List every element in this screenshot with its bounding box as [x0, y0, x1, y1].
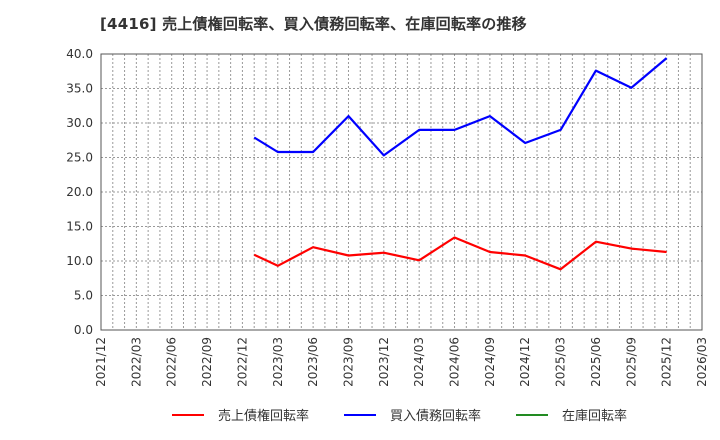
legend-item-payables[interactable]: 買入債務回転率 [344, 405, 481, 424]
x-tick-label: 2023/12 [377, 337, 391, 387]
x-tick-label: 2025/12 [660, 337, 674, 387]
y-axis: 0.0 5.0 10.0 15.0 20.0 25.0 30.0 35.0 40.0 [66, 47, 93, 337]
x-tick-label: 2024/12 [518, 337, 532, 387]
legend: 売上債権回転率 買入債務回転率 在庫回転率 [0, 405, 720, 427]
y-tick-label: 5.0 [74, 289, 93, 303]
legend-label: 在庫回転率 [562, 409, 628, 424]
series-line [253, 236, 667, 271]
plot-area-border [100, 53, 703, 331]
x-tick-label: 2023/03 [271, 337, 285, 387]
legend-item-receivables[interactable]: 売上債権回転率 [172, 405, 309, 424]
x-tick-label: 2024/09 [483, 337, 497, 387]
y-tick-label: 30.0 [66, 116, 93, 130]
y-tick-label: 15.0 [66, 220, 93, 234]
x-tick-label: 2024/06 [448, 337, 462, 387]
legend-label: 売上債権回転率 [218, 409, 310, 424]
x-tick-label: 2025/09 [624, 337, 638, 387]
x-tick-label: 2022/06 [165, 337, 179, 387]
chart-title: [4416] 売上債権回転率、買入債務回転率、在庫回転率の推移 [100, 15, 527, 33]
x-tick-label: 2021/12 [94, 337, 108, 387]
data-series [253, 57, 668, 271]
x-tick-label: 2022/09 [200, 337, 214, 387]
legend-item-inventory[interactable]: 在庫回転率 [516, 405, 627, 424]
legend-swatch-blue [344, 413, 376, 416]
grid-lines [101, 54, 702, 330]
x-tick-label: 2025/06 [589, 337, 603, 387]
legend-swatch-green [516, 413, 548, 416]
y-tick-label: 35.0 [66, 82, 93, 96]
y-tick-label: 25.0 [66, 151, 93, 165]
x-tick-label: 2023/06 [306, 337, 320, 387]
legend-swatch-red [172, 413, 204, 416]
x-tick-label: 2022/12 [235, 337, 249, 387]
x-tick-label: 2025/03 [554, 337, 568, 387]
x-tick-label: 2022/03 [129, 337, 143, 387]
series-line [253, 57, 668, 157]
x-tick-label: 2024/03 [412, 337, 426, 387]
x-tick-label: 2023/09 [341, 337, 355, 387]
x-tick-label: 2026/03 [695, 337, 709, 387]
y-tick-label: 20.0 [66, 185, 93, 199]
y-tick-label: 40.0 [66, 47, 93, 61]
y-tick-label: 10.0 [66, 254, 93, 268]
x-axis: 2021/12 2022/03 2022/06 2022/09 2022/12 2023/… [94, 337, 709, 387]
legend-label: 買入債務回転率 [390, 409, 482, 424]
y-tick-label: 0.0 [74, 323, 93, 337]
